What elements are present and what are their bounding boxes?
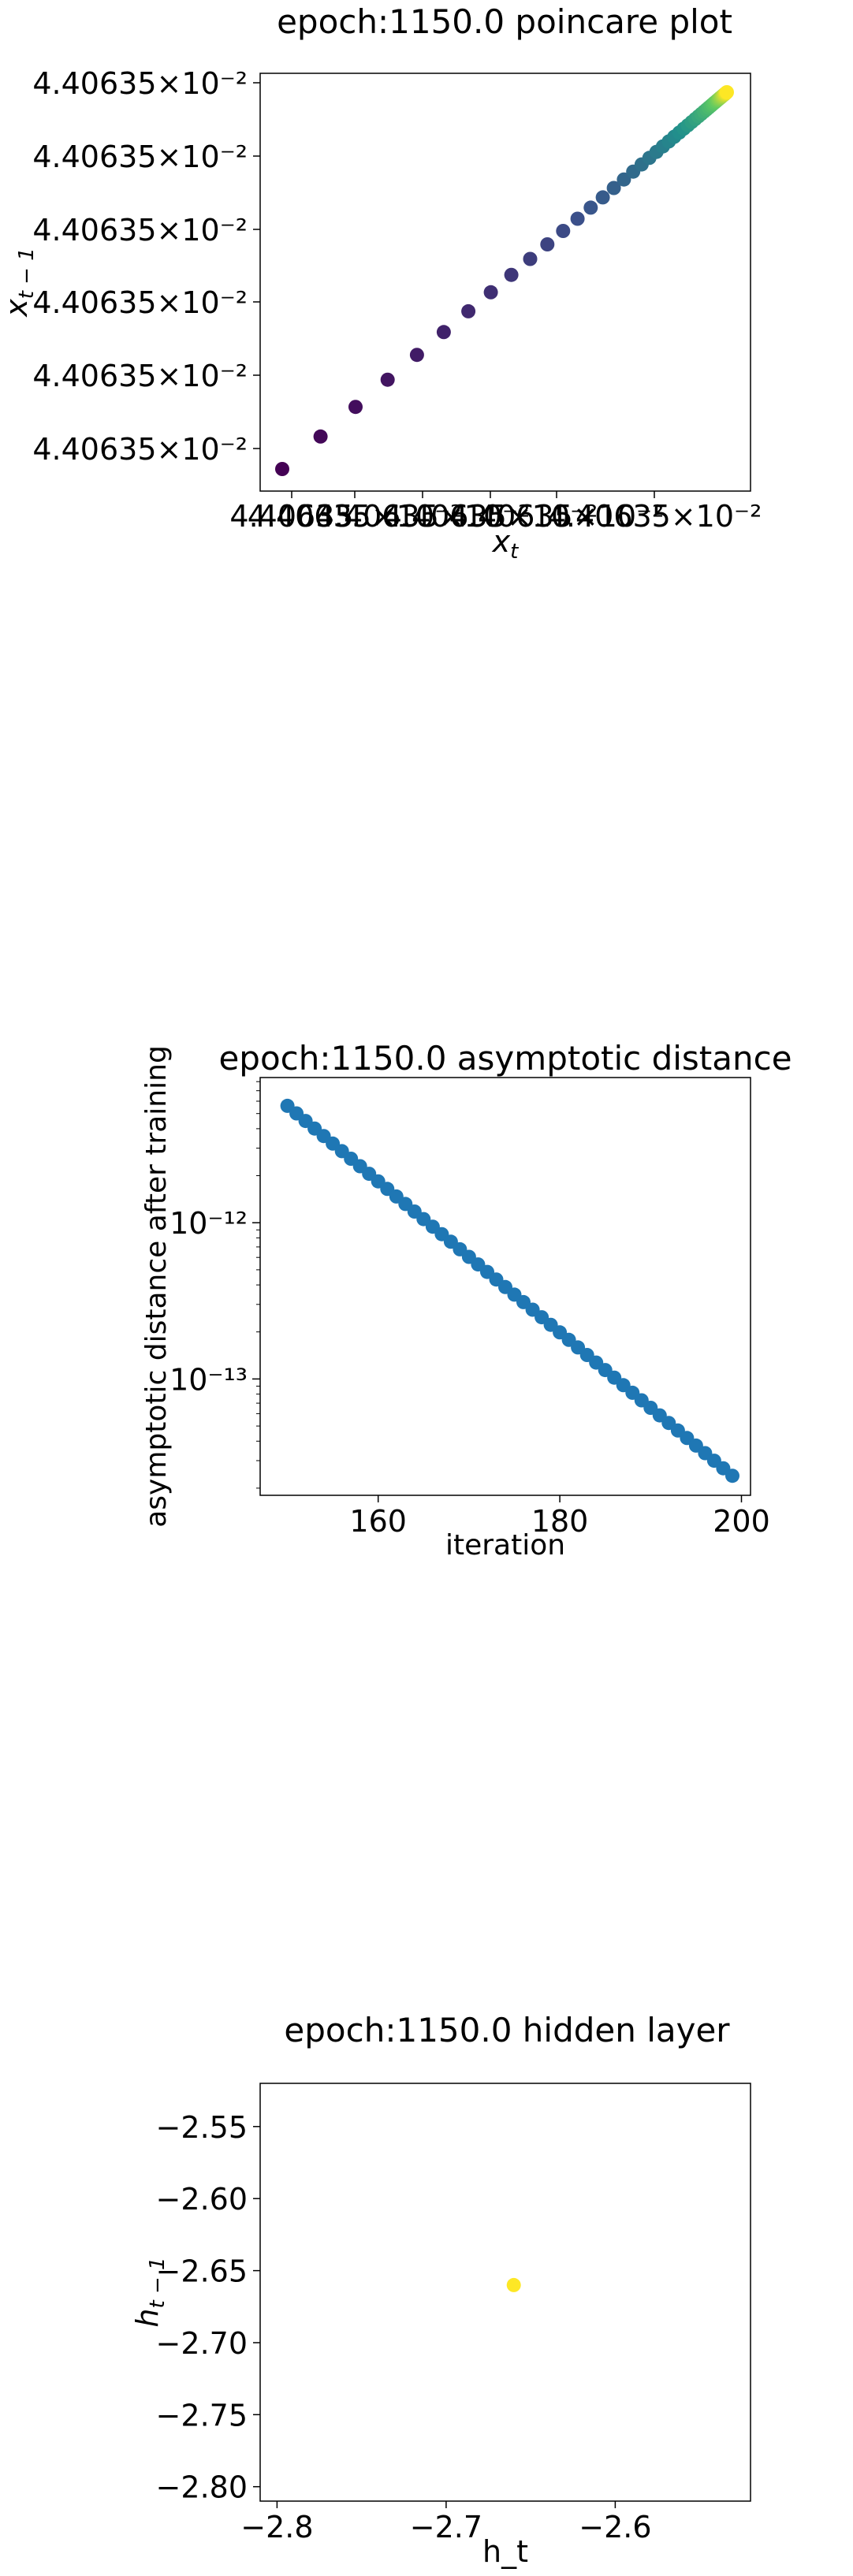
hidden-y-tick-label: −2.80 (156, 2470, 248, 2505)
poincare-point (556, 224, 571, 238)
poincare-point (523, 251, 538, 266)
asymptotic-y-label: asymptotic distance after training (140, 1045, 173, 1528)
asymptotic-title: epoch:1150.0 asymptotic distance (218, 1039, 792, 1078)
hidden-points (506, 2277, 521, 2292)
hidden-point (506, 2277, 521, 2292)
hidden-axes-frame (259, 2083, 751, 2502)
hidden-x-tick-label: −2.6 (579, 2510, 651, 2544)
asymptotic-x-tick-label: 180 (531, 1504, 589, 1539)
asymptotic-points (280, 1098, 739, 1483)
poincare-x-tick-label: 4.40635×10⁻² (248, 499, 463, 534)
poincare-y-tick-label: 4.40635×10⁻² (32, 140, 248, 174)
hidden-y-ticks: −2.55 −2.60 −2.65 −2.70 −2.75 −2.80 (156, 2110, 260, 2505)
poincare-y-tick-label: 4.40635×10⁻² (32, 285, 248, 320)
poincare-y-tick-label: 4.40635×10⁻² (32, 213, 248, 248)
hidden-title: epoch:1150.0 hidden layer (284, 2011, 730, 2049)
poincare-point (540, 237, 555, 251)
poincare-point (461, 303, 476, 318)
asymptotic-y-tick-label: 10⁻¹² (169, 1206, 248, 1241)
poincare-point (275, 462, 289, 476)
poincare-point (606, 181, 621, 195)
poincare-point (583, 200, 598, 215)
poincare-axes-frame (259, 73, 751, 492)
asymptotic-y-ticks: 10⁻¹² 10⁻¹³ (169, 1081, 260, 1489)
poincare-x-tick-label: 4.40635×10⁻² (547, 499, 762, 534)
hidden-y-tick-label: −2.55 (156, 2110, 248, 2145)
poincare-x-tick-label: 4.40635×10⁻² (449, 499, 665, 534)
poincare-point (380, 372, 395, 387)
poincare-point (436, 325, 451, 340)
poincare-y-tick-label: 4.40635×10⁻² (32, 66, 248, 101)
poincare-point (483, 285, 498, 300)
hidden-x-ticks: −2.8 −2.7 −2.6 (240, 2501, 652, 2544)
poincare-x-ticks: 4.406354.40635×10⁻²4.40635×10⁻²4.40635×1… (229, 491, 762, 534)
hidden-x-tick-label: −2.7 (410, 2510, 482, 2544)
poincare-x-tick-label: 4.40635×10⁻² (315, 499, 531, 534)
hidden-y-tick-label: −2.75 (156, 2398, 248, 2433)
hidden-y-tick-label: −2.65 (156, 2254, 248, 2289)
asymptotic-x-ticks: 160 180 200 (349, 1495, 770, 1539)
asymptotic-x-label: iteration (445, 1529, 565, 1562)
asymptotic-x-tick-label: 160 (349, 1504, 407, 1539)
hidden-x-label: h_t (482, 2534, 528, 2569)
poincare-title: epoch:1150.0 poincare plot (277, 2, 732, 41)
poincare-point (570, 211, 585, 226)
poincare-chart: epoch:1150.0 poincare plot 4.40635×10⁻²4… (0, 2, 762, 564)
asymptotic-point (725, 1469, 739, 1483)
poincare-point (348, 400, 363, 415)
asymptotic-y-tick-label: 10⁻¹³ (169, 1362, 248, 1397)
hidden-x-tick-label: −2.8 (240, 2510, 313, 2544)
poincare-points (275, 85, 734, 476)
poincare-point (504, 267, 519, 282)
hidden-y-tick-label: −2.70 (156, 2326, 248, 2361)
asymptotic-axes-frame (259, 1077, 751, 1496)
poincare-y-ticks: 4.40635×10⁻² 4.40635×10⁻² 4.40635×10⁻² 4.40… (32, 66, 260, 467)
hidden-layer-chart: epoch:1150.0 hidden layer −2.55 −2.60 −2.6… (130, 2011, 751, 2569)
asymptotic-x-tick-label: 200 (713, 1504, 770, 1539)
poincare-point (616, 172, 631, 187)
poincare-point (409, 348, 424, 363)
poincare-y-tick-label: 4.40635×10⁻² (32, 432, 248, 467)
poincare-point (720, 85, 734, 99)
asymptotic-chart: epoch:1150.0 asymptotic distance 10⁻¹²10… (140, 1039, 792, 1562)
poincare-x-tick-label: 4.40635×10⁻² (383, 499, 598, 534)
poincare-point (313, 429, 328, 444)
hidden-y-label: ht − 1 (130, 2257, 169, 2327)
poincare-y-tick-label: 4.40635×10⁻² (32, 359, 248, 393)
poincare-y-label: xt − 1 (0, 248, 39, 318)
poincare-point (595, 190, 610, 205)
hidden-y-tick-label: −2.60 (156, 2182, 248, 2217)
poincare-x-tick-label: 4.40635 (229, 499, 353, 534)
